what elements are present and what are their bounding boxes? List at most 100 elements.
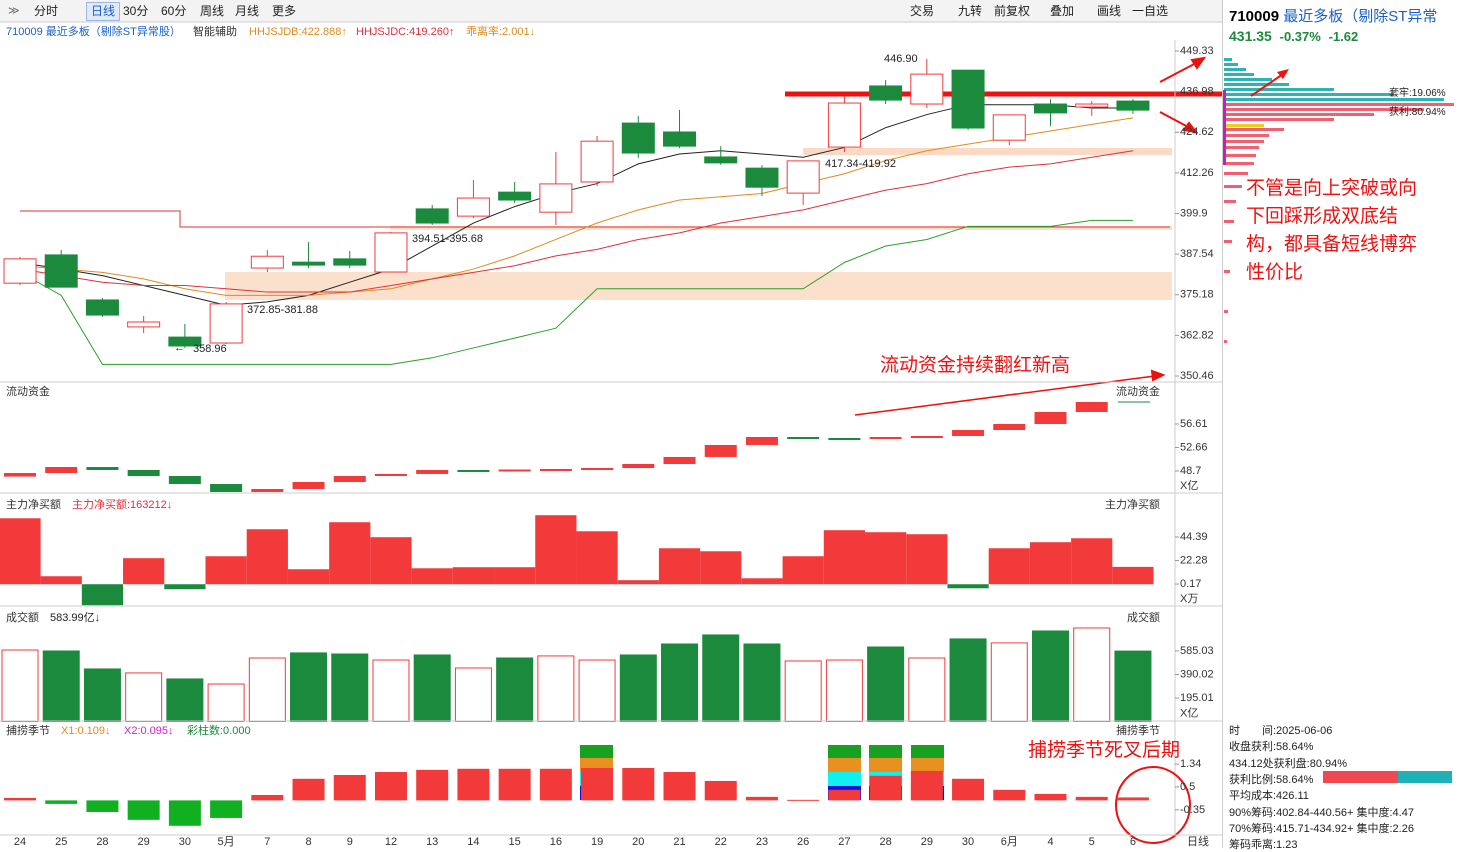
period-label: 日线 [1187, 834, 1209, 848]
fund-bar [86, 467, 119, 470]
bar [700, 551, 742, 585]
price-annotation-arrow: ← [174, 342, 185, 354]
y-tick-label: 585.03 [1180, 645, 1214, 657]
loss-ratio-bar [1398, 771, 1452, 783]
bar [988, 548, 1030, 585]
arrow-head [1190, 56, 1207, 70]
x-tick-label: 23 [756, 836, 768, 848]
toolbar-button[interactable]: 交易 [910, 4, 935, 18]
bar [947, 584, 989, 589]
x-tick-label: 5月 [218, 836, 235, 848]
legend-entry: 彩柱数:0.000 [187, 723, 251, 737]
candle-body [745, 167, 779, 188]
candle-body [374, 232, 408, 273]
x-tick-label: 6月 [1001, 836, 1018, 848]
toolbar-button[interactable]: 60分 [161, 4, 187, 18]
arrow [1250, 69, 1289, 97]
toolbar-button[interactable]: 日线 [86, 2, 121, 21]
y-tick-label: 0.17 [1180, 578, 1201, 590]
fund-bar [869, 436, 902, 440]
candle-body [498, 191, 532, 201]
volume-bar [372, 659, 410, 723]
indicator-line [19, 104, 1133, 306]
toolbar-button[interactable]: 前复权 [994, 4, 1031, 18]
band-line [20, 210, 1170, 228]
bar [329, 522, 371, 585]
x-tick-label: 14 [467, 836, 479, 848]
volume-bar [331, 653, 369, 723]
chip-average [1224, 124, 1264, 127]
bar [251, 794, 284, 801]
bar [622, 767, 655, 801]
bar [4, 797, 36, 801]
y-tick-label: -0.35 [1180, 804, 1205, 816]
bar [704, 780, 737, 801]
bar [127, 800, 160, 820]
bar [869, 775, 902, 801]
toolbar-button[interactable]: 叠加 [1050, 4, 1075, 18]
fund-bar [333, 475, 366, 482]
bar [910, 770, 943, 801]
candle-body [127, 321, 161, 328]
x-tick-label: 9 [347, 836, 353, 848]
bar [581, 767, 614, 801]
x-tick-label: 21 [673, 836, 685, 848]
collapse-icon[interactable]: ≫ [8, 5, 20, 17]
bar [494, 567, 536, 585]
indicator-value: 乖离率:2.001↓ [466, 24, 535, 38]
toolbar-button[interactable]: 周线 [200, 4, 225, 18]
candle-body [1116, 100, 1150, 111]
volume-bar [42, 650, 80, 722]
bar [741, 578, 783, 585]
fund-bar [416, 469, 449, 474]
legend-entry: 583.99亿↓ [50, 611, 100, 624]
x-tick-label: 29 [921, 836, 933, 848]
y-tick-label: 0.5 [1180, 781, 1195, 793]
candle-body [1034, 103, 1067, 114]
volume-bar [166, 678, 204, 723]
bar [539, 768, 572, 801]
price-annotation: 446.90 [884, 53, 918, 65]
x-tick-label: 26 [797, 836, 809, 848]
bar [498, 768, 531, 801]
candle-body [951, 69, 985, 129]
bar [906, 534, 948, 585]
toolbar-button[interactable]: 月线 [235, 4, 260, 18]
bar [374, 772, 407, 801]
indicator-value: HHJSJDB:422.888↑ [249, 26, 347, 38]
chip-trapped: 套牢:19.06% [1389, 88, 1446, 99]
bar [1029, 542, 1072, 585]
fund-bar [210, 484, 243, 492]
toolbar-button[interactable]: 更多 [272, 4, 297, 18]
chip-bars-upper [1224, 58, 1444, 101]
bar [823, 530, 866, 585]
volume-bar [619, 654, 657, 722]
candle-body [250, 255, 284, 269]
fund-bar [539, 468, 572, 471]
toolbar-button[interactable]: 一自选 [1132, 4, 1169, 18]
toolbar-bg [0, 0, 1222, 22]
chart-title: 710009 最近多板（剔除ST异常股） [6, 24, 181, 38]
y-tick-label: 350.46 [1180, 370, 1214, 382]
toolbar-button[interactable]: 分时 [34, 4, 59, 18]
support-zone [225, 272, 1172, 300]
toolbar-button[interactable]: 30分 [123, 4, 149, 18]
arrow-head [1182, 121, 1199, 134]
volume-bar [248, 657, 286, 723]
bar [1034, 793, 1067, 801]
legend-entry: X2:0.095↓ [124, 725, 174, 737]
fund-bar [704, 444, 737, 457]
fund-bar [1075, 401, 1108, 412]
y-tick-label: 399.9 [1180, 207, 1208, 219]
volume-bar [1114, 650, 1152, 722]
bar [287, 569, 330, 585]
x-tick-label: 30 [179, 836, 191, 848]
fund-bar [581, 468, 614, 471]
toolbar-button[interactable]: 九转 [958, 4, 983, 18]
panel-title: 流动资金 [6, 384, 50, 398]
legend-entry: X1:0.109↓ [61, 725, 111, 737]
candle-body [869, 85, 903, 101]
info-line: 平均成本:426.11 [1229, 790, 1309, 803]
candle-body [910, 73, 944, 105]
toolbar-button[interactable]: 画线 [1097, 4, 1122, 18]
